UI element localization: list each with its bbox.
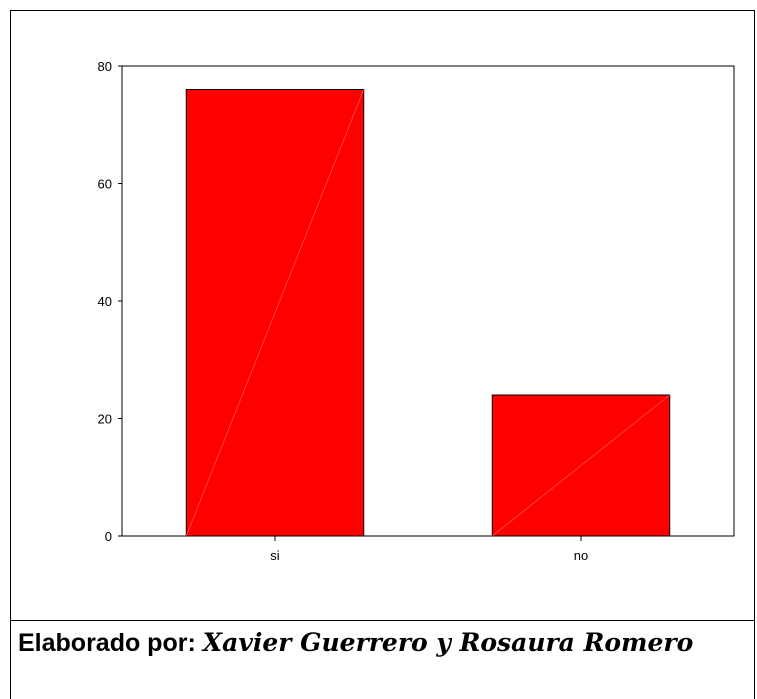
bar-chart: 0 20 40 60 80 si no bbox=[98, 59, 735, 563]
caption: Elaborado por: Xavier Guerrero y Rosaura… bbox=[18, 625, 718, 661]
bar-shading-line bbox=[185, 89, 365, 537]
y-tick-label: 80 bbox=[98, 59, 112, 74]
y-tick-label: 20 bbox=[98, 412, 112, 427]
caption-authors: Xavier Guerrero y Rosaura Romero bbox=[202, 628, 694, 657]
y-tick-label: 40 bbox=[98, 294, 112, 309]
figure-frame bbox=[10, 10, 755, 699]
y-tick-label: 0 bbox=[105, 529, 112, 544]
bar-shading-line bbox=[492, 394, 670, 537]
x-tick-label-no: no bbox=[574, 548, 588, 563]
plot-area: 0 20 40 60 80 si no bbox=[98, 59, 735, 563]
y-tick-label: 60 bbox=[98, 177, 112, 192]
caption-label: Elaborado por: bbox=[18, 629, 196, 657]
caption-divider bbox=[10, 620, 755, 621]
x-tick-label-si: si bbox=[270, 548, 280, 563]
